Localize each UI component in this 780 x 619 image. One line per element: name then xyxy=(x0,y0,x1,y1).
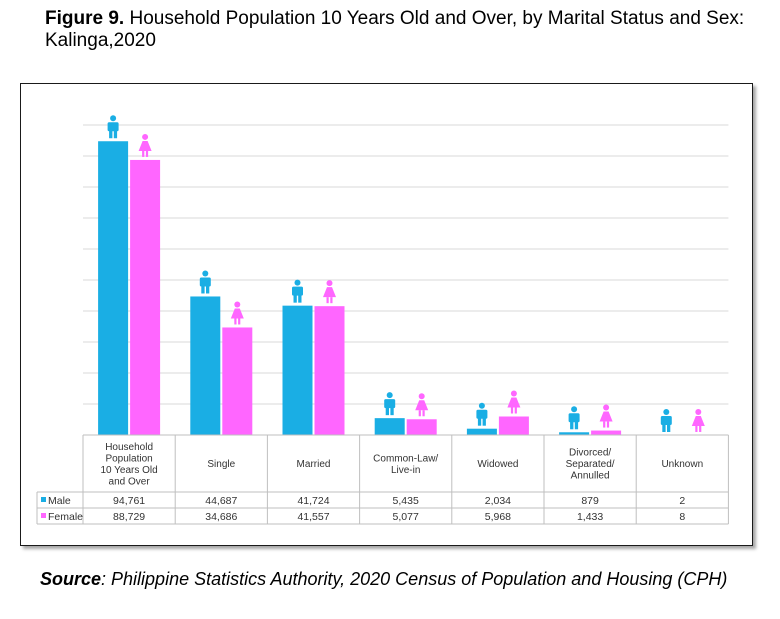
male-person-icon xyxy=(292,279,303,303)
category-label: Widowed xyxy=(477,459,518,470)
figure-title-text: Household Population 10 Years Old and Ov… xyxy=(45,8,745,51)
female-person-icon xyxy=(599,404,613,428)
male-person-icon xyxy=(660,408,672,432)
figure-title: Figure 9. Household Population 10 Years … xyxy=(45,8,745,52)
bar-female xyxy=(406,419,437,435)
category-label: Common-Law/Live-in xyxy=(373,453,438,476)
data-label: 8 xyxy=(679,511,685,523)
category-label: Household Population 10 Years Old and Over xyxy=(100,442,157,488)
data-label: 2 xyxy=(679,495,685,507)
male-person-icon xyxy=(107,115,119,139)
bar-male xyxy=(282,305,313,435)
female-person-icon xyxy=(230,301,244,325)
source-note: Source: Philippine Statistics Authority,… xyxy=(40,568,760,590)
bar-male xyxy=(466,428,497,435)
data-label: 94,761 xyxy=(113,495,145,507)
bar-male xyxy=(98,141,129,435)
data-label: 34,686 xyxy=(205,511,237,523)
female-person-icon xyxy=(415,393,429,417)
data-label: 879 xyxy=(581,495,599,507)
legend-label: Male xyxy=(48,495,71,507)
data-label: 44,687 xyxy=(205,495,237,507)
source-label: Source xyxy=(40,569,102,589)
female-person-icon xyxy=(323,280,336,304)
legend-swatch xyxy=(41,497,46,502)
bar-chart: Male Female Household Population 10 Years Ol… xyxy=(36,115,729,525)
female-person-icon xyxy=(138,133,152,157)
male-person-icon xyxy=(199,270,211,294)
bar-female xyxy=(222,327,253,435)
category-label: Married xyxy=(297,459,331,470)
category-label: Unknown xyxy=(661,459,703,470)
bar-female xyxy=(498,416,529,435)
bar-female xyxy=(314,306,345,435)
bar-female xyxy=(591,430,622,435)
male-person-icon xyxy=(384,392,396,416)
female-person-icon xyxy=(691,408,705,432)
data-label: 5,968 xyxy=(485,511,511,523)
category-label: Divorced/Separated/Annulled xyxy=(566,448,615,482)
data-label: 1,433 xyxy=(577,511,603,523)
data-label: 5,077 xyxy=(393,511,419,523)
female-person-icon xyxy=(507,390,521,414)
male-person-icon xyxy=(568,406,580,430)
data-label: 2,034 xyxy=(485,495,511,507)
category-label: Single xyxy=(207,459,235,470)
source-text: : Philippine Statistics Authority, 2020 … xyxy=(101,569,728,589)
bar-male xyxy=(374,418,405,435)
bar-male xyxy=(559,432,590,435)
legend-swatch xyxy=(41,513,46,518)
bar-female xyxy=(130,159,161,435)
data-label: 41,557 xyxy=(297,511,329,523)
chart-frame: Male Female Household Population 10 Years Ol… xyxy=(20,83,753,546)
male-person-icon xyxy=(476,402,488,426)
bar-male xyxy=(190,296,221,435)
data-label: 5,435 xyxy=(393,495,419,507)
legend-label: Female xyxy=(48,511,83,523)
data-label: 41,724 xyxy=(297,495,329,507)
data-label: 88,729 xyxy=(113,511,145,523)
figure-label: Figure 9. xyxy=(45,8,125,29)
